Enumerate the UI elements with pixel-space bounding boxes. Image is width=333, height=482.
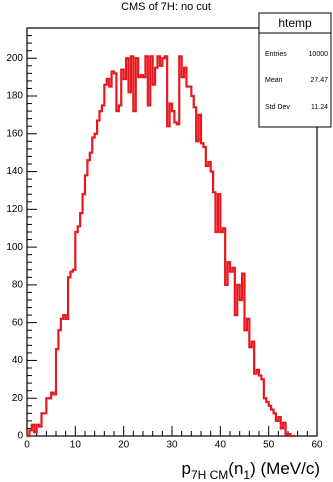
y-tick-label: 160 bbox=[6, 128, 23, 139]
x-axis-title-tail: ) (MeV/c) bbox=[250, 459, 320, 478]
y-tick-label: 80 bbox=[12, 280, 24, 291]
y-tick-label: 40 bbox=[12, 355, 24, 366]
y-tick-label: 180 bbox=[6, 91, 23, 102]
x-axis-title-main: p bbox=[181, 459, 190, 478]
x-tick-label: 50 bbox=[263, 439, 275, 450]
y-tick-label: 20 bbox=[12, 393, 24, 404]
stats-box-title: htemp bbox=[278, 16, 312, 30]
x-axis-title-paren-sub: 1 bbox=[243, 468, 250, 482]
stats-stddev-value: 11.24 bbox=[311, 104, 328, 111]
stats-box: htemp Entries 10000 Mean 27.47 Std Dev 1… bbox=[258, 12, 332, 128]
x-tick-label: 10 bbox=[70, 439, 82, 450]
x-axis-title-sub: 7H CM bbox=[191, 468, 228, 482]
stats-mean-label: Mean bbox=[265, 77, 283, 84]
axis-ticks bbox=[26, 27, 318, 437]
x-tick-label: 20 bbox=[118, 439, 130, 450]
x-axis-title: p7H CM(n1) (MeV/c) bbox=[181, 459, 320, 482]
y-tick-label: 200 bbox=[6, 53, 23, 64]
stats-entries-label: Entries bbox=[265, 51, 287, 58]
stats-stddev-label: Std Dev bbox=[265, 104, 290, 111]
histogram-line bbox=[27, 55, 296, 438]
x-tick-label: 60 bbox=[311, 439, 323, 450]
x-tick-label: 0 bbox=[24, 439, 30, 450]
y-tick-label: 60 bbox=[12, 317, 24, 328]
y-tick-label: 0 bbox=[17, 431, 23, 442]
x-tick-label: 40 bbox=[215, 439, 227, 450]
y-tick-label: 120 bbox=[6, 204, 23, 215]
y-tick-label: 100 bbox=[6, 242, 23, 253]
chart-title: CMS of 7H: no cut bbox=[121, 1, 211, 13]
axis-tick-labels: 0 10 20 30 40 50 60 0 20 40 60 80 100 120 140 160 180 200 bbox=[6, 53, 323, 451]
x-axis-title-paren: (n bbox=[228, 459, 243, 478]
stats-entries-value: 10000 bbox=[309, 51, 329, 58]
stats-mean-value: 27.47 bbox=[310, 77, 328, 84]
y-tick-label: 140 bbox=[6, 166, 23, 177]
x-tick-label: 30 bbox=[166, 439, 178, 450]
